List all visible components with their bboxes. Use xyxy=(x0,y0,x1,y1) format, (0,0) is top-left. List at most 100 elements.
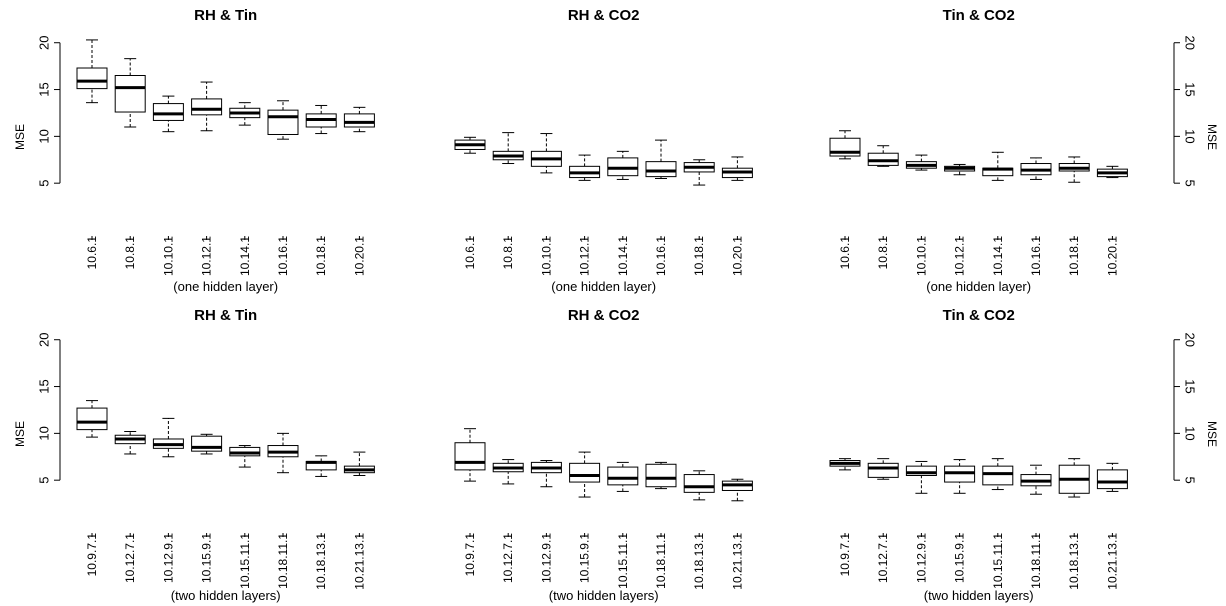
y-axis-label: MSE xyxy=(13,124,27,150)
box-10.21.13.1 xyxy=(1096,462,1128,492)
x-tick-label: 10.15.11.1 xyxy=(238,533,252,589)
box-10.12.1 xyxy=(569,154,601,181)
box-10.6.1 xyxy=(454,136,486,154)
x-tick-label: 10.18.1 xyxy=(692,236,706,276)
y-tick-label: 15 xyxy=(37,379,52,393)
y-tick-label: 20 xyxy=(37,332,52,346)
box-10.14.1 xyxy=(982,151,1014,181)
box-10.8.1 xyxy=(867,145,899,167)
panel-title: RH & CO2 xyxy=(568,7,640,24)
box-10.9.7.1 xyxy=(454,428,486,482)
iqr-box xyxy=(76,407,108,431)
x-tick-label: 10.15.9.1 xyxy=(953,533,967,583)
box-10.12.9.1 xyxy=(152,417,184,458)
iqr-box xyxy=(905,465,937,476)
x-tick-label: 10.10.1 xyxy=(539,236,553,276)
x-tick-label: 10.12.9.1 xyxy=(161,533,175,583)
box-10.15.11.1 xyxy=(229,445,261,468)
x-axis-label: (one hidden layer) xyxy=(551,279,656,294)
x-tick-label: 10.9.7.1 xyxy=(463,533,477,577)
box-10.20.1 xyxy=(343,106,375,133)
x-tick-label: 10.18.1 xyxy=(1067,236,1081,276)
x-tick-label: 10.14.1 xyxy=(616,236,630,276)
x-tick-label: 10.20.1 xyxy=(1105,236,1119,276)
x-tick-label: 10.21.13.1 xyxy=(1105,533,1119,590)
box-10.15.11.1 xyxy=(982,458,1014,491)
x-tick-label: 10.18.13.1 xyxy=(314,533,328,590)
box-10.21.13.1 xyxy=(343,451,375,476)
box-10.10.1 xyxy=(152,95,184,133)
x-tick-label: 10.8.1 xyxy=(876,236,890,270)
x-tick-label: 10.16.1 xyxy=(1029,236,1043,276)
x-tick-label: 10.6.1 xyxy=(838,236,852,270)
box-10.20.1 xyxy=(721,156,753,181)
x-tick-label: 10.12.1 xyxy=(953,236,967,276)
y-tick-label: 20 xyxy=(37,35,52,49)
box-10.18.13.1 xyxy=(1058,458,1090,498)
x-tick-label: 10.20.1 xyxy=(352,236,366,276)
iqr-box xyxy=(683,474,715,493)
x-tick-label: 10.12.1 xyxy=(200,236,214,276)
x-tick-label: 10.20.1 xyxy=(730,236,744,276)
x-tick-label: 10.15.9.1 xyxy=(200,533,214,583)
box-10.18.1 xyxy=(305,104,337,135)
box-10.18.13.1 xyxy=(305,455,337,477)
box-10.16.1 xyxy=(267,100,299,140)
box-10.15.9.1 xyxy=(569,451,601,498)
x-tick-label: 10.21.13.1 xyxy=(352,533,366,590)
box-10.12.7.1 xyxy=(867,458,899,480)
x-tick-label: 10.14.1 xyxy=(238,236,252,276)
x-tick-label: 10.16.1 xyxy=(654,236,668,276)
x-tick-label: 10.15.11.1 xyxy=(616,533,630,589)
box-10.16.1 xyxy=(1020,157,1052,180)
x-tick-label: 10.12.7.1 xyxy=(876,533,890,583)
y-tick-label: 5 xyxy=(1183,477,1198,484)
iqr-box xyxy=(454,442,486,471)
panel-title: Tin & CO2 xyxy=(943,307,1015,324)
x-tick-label: 10.12.9.1 xyxy=(539,533,553,583)
x-tick-label: 10.14.1 xyxy=(991,236,1005,276)
x-tick-label: 10.16.1 xyxy=(276,236,290,276)
box-10.12.7.1 xyxy=(492,459,524,485)
box-10.18.11.1 xyxy=(645,461,677,490)
x-tick-label: 10.15.11.1 xyxy=(991,533,1005,589)
x-tick-label: 10.18.13.1 xyxy=(1067,533,1081,590)
iqr-box xyxy=(76,67,108,90)
iqr-box xyxy=(343,113,375,128)
panel-title: RH & Tin xyxy=(194,307,257,324)
y-tick-label: 5 xyxy=(37,477,52,484)
box-10.20.1 xyxy=(1096,165,1128,179)
y-tick-label: 15 xyxy=(1183,82,1198,96)
x-tick-label: 10.12.7.1 xyxy=(501,533,515,583)
y-tick-label: 10 xyxy=(37,129,52,143)
iqr-box xyxy=(152,103,184,121)
x-tick-label: 10.10.1 xyxy=(914,236,928,276)
iqr-box xyxy=(191,98,223,116)
x-tick-label: 10.12.9.1 xyxy=(914,533,928,583)
x-tick-label: 10.15.9.1 xyxy=(578,533,592,583)
y-axis-label: MSE xyxy=(1205,124,1219,150)
x-tick-label: 10.18.1 xyxy=(314,236,328,276)
x-axis-label: (two hidden layers) xyxy=(549,588,659,603)
iqr-box xyxy=(114,75,146,113)
box-10.15.9.1 xyxy=(191,433,223,455)
y-tick-label: 20 xyxy=(1183,35,1198,49)
panel-2: RH & CO2 10.6.1 10.8.1 10.10.1 10.12.1 10.14.… xyxy=(454,7,753,294)
x-tick-label: 10.9.7.1 xyxy=(838,533,852,577)
x-tick-label: 10.6.1 xyxy=(85,236,99,270)
x-axis-label: (one hidden layer) xyxy=(926,279,1031,294)
x-tick-label: 10.9.7.1 xyxy=(85,533,99,577)
box-10.16.1 xyxy=(645,139,677,179)
x-tick-label: 10.12.7.1 xyxy=(123,533,137,583)
box-10.18.1 xyxy=(1058,156,1090,183)
iqr-box xyxy=(645,463,677,488)
x-tick-label: 10.8.1 xyxy=(123,236,137,270)
box-10.10.1 xyxy=(905,154,937,171)
iqr-box xyxy=(1096,469,1128,490)
iqr-box xyxy=(645,161,677,178)
y-axis-label: MSE xyxy=(1205,421,1219,447)
iqr-box xyxy=(982,465,1014,486)
y-tick-label: 10 xyxy=(1183,129,1198,143)
box-10.12.1 xyxy=(191,81,223,132)
